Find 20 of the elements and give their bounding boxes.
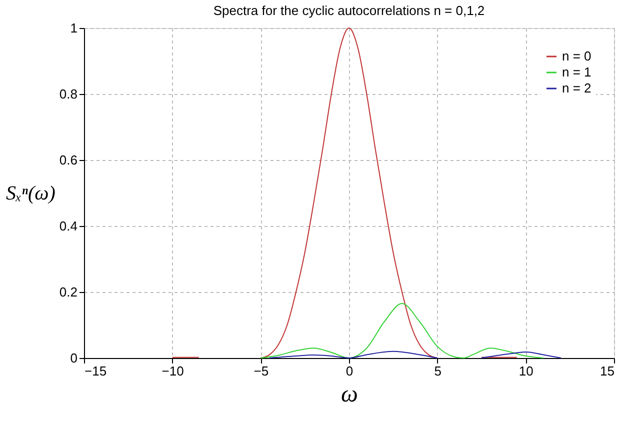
legend-label: n = 2 xyxy=(562,80,592,96)
x-tick-label: 5 xyxy=(434,364,442,378)
x-axis-title: ω xyxy=(341,382,358,408)
x-tick-label: 15 xyxy=(600,364,614,378)
y-tick-label: 0.4 xyxy=(59,218,78,234)
x-tick-label: 0 xyxy=(346,364,354,378)
legend-label: n = 1 xyxy=(562,64,592,80)
y-tick-label: 1 xyxy=(70,20,78,36)
legend-label: n = 0 xyxy=(562,48,592,64)
x-tick-label: −10 xyxy=(162,364,184,378)
y-axis-title: Sₓⁿ(ω) xyxy=(6,182,56,204)
y-tick-label: 0.8 xyxy=(59,86,78,102)
line-series xyxy=(260,303,544,358)
y-tick-label: 0.6 xyxy=(59,152,78,168)
chart-title: Spectra for the cyclic autocorrelations n = 0,1,2 xyxy=(213,3,485,18)
x-tick-label: 10 xyxy=(518,364,534,378)
y-tick-label: 0 xyxy=(70,350,78,366)
x-tick-label: −5 xyxy=(254,364,269,378)
x-tick-label: −15 xyxy=(84,364,107,378)
y-tick-label: 0.2 xyxy=(59,284,78,300)
